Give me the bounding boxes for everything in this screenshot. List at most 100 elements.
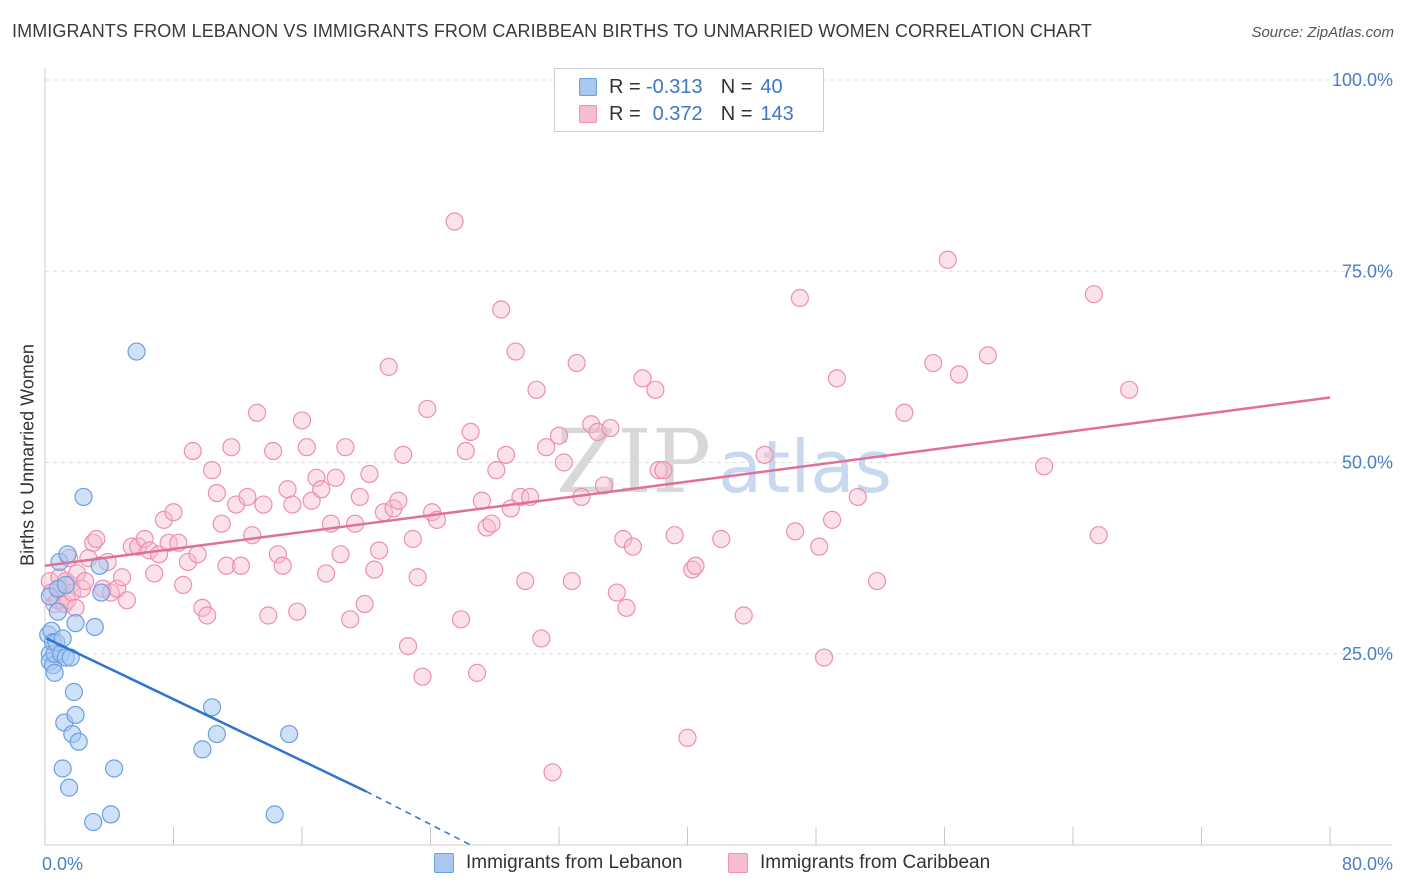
caribbean-point xyxy=(188,545,207,564)
caribbean-point xyxy=(614,529,633,549)
correlation-legend: R = -0.313 N = 40 R = 0.372 N = 143 xyxy=(554,68,824,132)
caribbean-point xyxy=(567,353,586,373)
source-credit: Source: ZipAtlas.com xyxy=(1251,24,1394,41)
legend-item-lebanon[interactable]: Immigrants from Lebanon xyxy=(434,852,683,874)
caribbean-point xyxy=(822,510,842,529)
legend-row-lebanon: R = -0.313 N = 40 xyxy=(579,75,800,99)
caribbean-point xyxy=(487,461,506,480)
caribbean-point xyxy=(145,564,164,583)
caribbean-point xyxy=(268,545,288,564)
caribbean-point xyxy=(646,380,665,399)
caribbean-point xyxy=(336,438,355,457)
caribbean-point xyxy=(408,568,427,587)
caribbean-point xyxy=(312,480,331,499)
caribbean-point xyxy=(537,438,556,457)
caribbean-point xyxy=(154,510,173,529)
caribbean-point xyxy=(649,461,668,480)
caribbean-point xyxy=(554,453,573,472)
caribbean-point xyxy=(543,763,562,782)
caribbean-point xyxy=(174,575,193,595)
lebanon-point xyxy=(265,805,284,824)
caribbean-point xyxy=(389,491,408,510)
caribbean-point xyxy=(786,522,805,541)
lebanon-point xyxy=(64,682,84,702)
caribbean-point xyxy=(288,602,307,621)
caribbean-point xyxy=(814,648,834,667)
caribbean-point xyxy=(413,667,432,686)
caribbean-point xyxy=(365,560,384,579)
caribbean-point xyxy=(254,495,273,514)
caribbean-point xyxy=(1120,380,1139,399)
caribbean-point xyxy=(467,663,487,682)
legend-r-value: -0.313 xyxy=(645,75,703,98)
caribbean-point xyxy=(867,571,887,591)
caribbean-point xyxy=(755,445,774,464)
caribbean-point xyxy=(243,526,262,545)
caribbean-point xyxy=(117,591,137,610)
legend-n-value: 143 xyxy=(760,102,794,125)
caribbean-point xyxy=(938,250,957,269)
caribbean-point xyxy=(601,418,620,438)
caribbean-point xyxy=(394,445,413,464)
caribbean-point xyxy=(326,468,345,487)
caribbean-point xyxy=(247,403,267,422)
caribbean-point xyxy=(461,422,480,441)
caribbean-point xyxy=(418,399,437,419)
lebanon-point xyxy=(66,614,85,633)
legend-item-caribbean[interactable]: Immigrants from Caribbean xyxy=(728,852,990,874)
lebanon-point xyxy=(90,556,109,575)
caribbean-point xyxy=(164,503,183,522)
lebanon-point xyxy=(84,812,103,832)
caribbean-point xyxy=(506,342,525,361)
caribbean-point xyxy=(159,533,178,552)
caribbean-point xyxy=(532,629,551,648)
caribbean-point xyxy=(207,484,226,503)
caribbean-point xyxy=(734,606,753,625)
caribbean-point xyxy=(212,514,231,533)
lebanon-point xyxy=(85,617,104,637)
caribbean-point xyxy=(790,288,810,308)
series-legend: Immigrants from Lebanon Immigrants from … xyxy=(0,852,1406,878)
lebanon-point xyxy=(59,778,79,797)
chart-title: IMMIGRANTS FROM LEBANON VS IMMIGRANTS FR… xyxy=(12,21,1093,41)
lebanon-swatch xyxy=(434,853,454,873)
caribbean-point xyxy=(112,568,132,587)
caribbean-point xyxy=(562,571,581,591)
caribbean-point xyxy=(623,537,642,556)
lebanon-point xyxy=(69,732,88,751)
lebanon-point xyxy=(56,575,75,595)
lebanon-trend-extension xyxy=(365,790,471,846)
caribbean-point xyxy=(1034,457,1054,476)
caribbean-point xyxy=(135,529,154,549)
caribbean-point xyxy=(66,598,85,617)
y-tick-label: 50.0% xyxy=(1342,453,1393,473)
caribbean-point xyxy=(217,556,236,575)
lebanon-point xyxy=(48,602,67,621)
caribbean-point xyxy=(379,357,398,376)
caribbean-trend-line xyxy=(44,396,1331,568)
caribbean-point xyxy=(978,346,997,365)
lebanon-point xyxy=(104,759,124,778)
caribbean-point xyxy=(451,610,471,629)
legend-n-value: 40 xyxy=(760,75,783,98)
caribbean-point xyxy=(607,583,626,602)
lebanon-point xyxy=(45,663,64,682)
caribbean-point xyxy=(516,571,535,591)
lebanon-point xyxy=(280,724,299,744)
gridlines xyxy=(45,79,1392,655)
axes xyxy=(44,68,1392,846)
caribbean-point xyxy=(259,606,278,625)
caribbean-point xyxy=(617,598,636,617)
caribbean-point xyxy=(263,441,283,461)
x-tick-label: 0.0% xyxy=(42,854,83,874)
lebanon-point xyxy=(92,583,111,602)
caribbean-point xyxy=(316,564,336,583)
legend-r-label: R = xyxy=(609,75,641,98)
lebanon-point xyxy=(202,698,222,717)
y-tick-label: 75.0% xyxy=(1342,261,1393,281)
caribbean-point xyxy=(183,441,202,461)
caribbean-point xyxy=(76,571,95,591)
caribbean-point xyxy=(355,594,374,614)
y-tick-label: 100.0% xyxy=(1332,70,1393,90)
